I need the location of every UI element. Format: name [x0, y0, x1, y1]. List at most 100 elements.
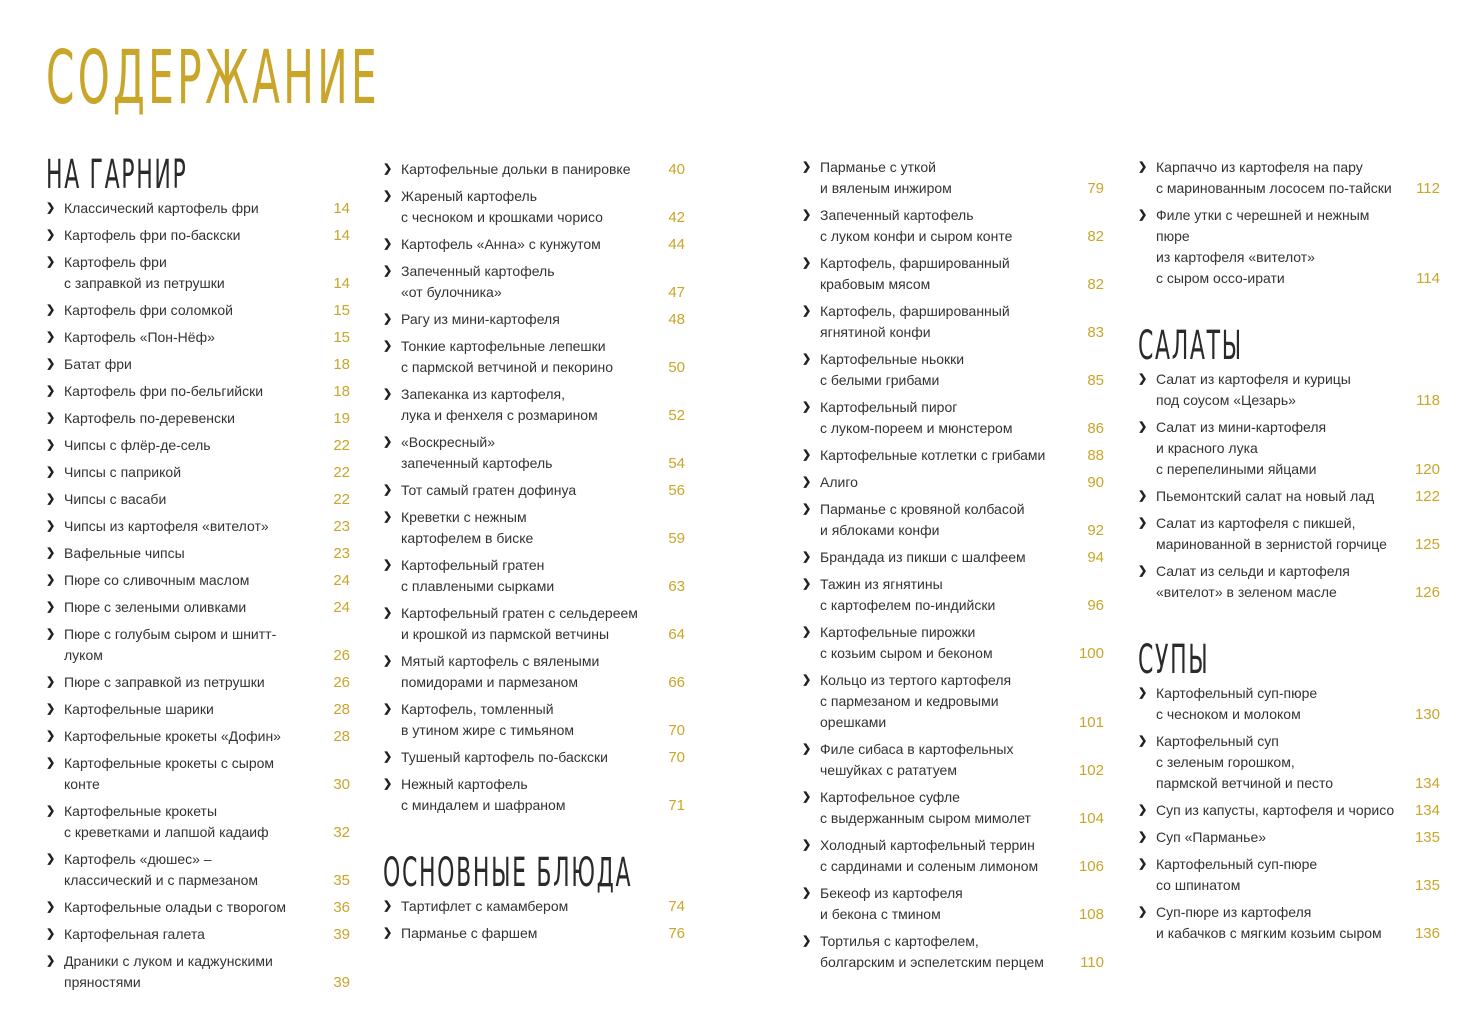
toc-entry[interactable]: ❯ Чипсы с паприкой 22: [46, 462, 350, 483]
toc-entry[interactable]: ❯ Картофельные оладьи с творогом 36: [46, 897, 350, 918]
toc-entry[interactable]: ❯ Картофельные котлетки с грибами 88: [802, 445, 1104, 466]
chevron-right-icon: ❯: [802, 257, 812, 269]
toc-entry[interactable]: ❯ Суп из капусты, картофеля и чорисо 134: [1138, 800, 1440, 821]
page-number: 28: [333, 728, 350, 745]
toc-entry[interactable]: ❯ Тонкие картофельные лепешки с пармской …: [383, 336, 685, 378]
toc-entry[interactable]: ❯ Картофельный пирог с луком-пореем и мюн…: [802, 397, 1104, 439]
toc-entry[interactable]: ❯ Драники с луком и каджунскими пряностям…: [46, 951, 350, 993]
toc-entry[interactable]: ❯ Картофель, фаршированный крабовым мясом…: [802, 253, 1104, 295]
entry-title: Картофельный суп-пюре со шпинатом: [1156, 856, 1318, 893]
toc-entry[interactable]: ❯ Картофельные ньокки с белыми грибами 85: [802, 349, 1104, 391]
toc-entry[interactable]: ❯ Пюре со сливочным маслом 24: [46, 570, 350, 591]
toc-entry[interactable]: ❯ Жареный картофель с чесноком и крошками…: [383, 186, 685, 228]
toc-entry[interactable]: ❯ Салат из сельди и картофеля «вителот» в…: [1138, 561, 1440, 603]
toc-entry[interactable]: ❯ Вафельные чипсы 23: [46, 543, 350, 564]
page-number: 22: [333, 491, 350, 508]
toc-entry[interactable]: ❯ Картофельный суп с зеленым горошком, па…: [1138, 731, 1440, 794]
entry-title: Картофель фри с заправкой из петрушки: [64, 254, 225, 291]
toc-entry[interactable]: ❯ Чипсы из картофеля «вителот» 23: [46, 516, 350, 537]
toc-entry[interactable]: ❯ Парманье с фаршем 76: [383, 923, 685, 944]
toc-entry[interactable]: ❯ Суп «Парманье» 135: [1138, 827, 1440, 848]
toc-entry[interactable]: ❯ Карпаччо из картофеля на пару с маринов…: [1138, 157, 1440, 199]
toc-entry[interactable]: ❯ Тажин из ягнятины с картофелем по-индий…: [802, 574, 1104, 616]
toc-entry[interactable]: ❯ Классический картофель фри 14: [46, 198, 350, 219]
toc-entry[interactable]: ❯ Салат из картофеля с пикшей, маринованн…: [1138, 513, 1440, 555]
toc-entry[interactable]: ❯ Картофельные шарики 28: [46, 699, 350, 720]
toc-entry[interactable]: ❯ Картофельные крокеты с сыром конте 30: [46, 753, 350, 795]
entry-title: Мятый картофель с вялеными помидорами и …: [401, 653, 600, 690]
toc-entry[interactable]: ❯ Парманье с уткой и вяленым инжиром 79: [802, 157, 1104, 199]
toc-entry[interactable]: ❯ Пюре с голубым сыром и шнитт-луком 26: [46, 624, 350, 666]
chevron-right-icon: ❯: [1138, 831, 1148, 843]
toc-entry[interactable]: ❯ Картофель «дюшес» – классический и с па…: [46, 849, 350, 891]
toc-entry[interactable]: ❯ Картофель, томленный в утином жире с ти…: [383, 699, 685, 741]
toc-entry[interactable]: ❯ Филе сибаса в картофельных чешуйках с р…: [802, 739, 1104, 781]
toc-entry[interactable]: ❯ Пюре с зелеными оливками 24: [46, 597, 350, 618]
entry-title: Запеченный картофель с луком конфи и сыр…: [820, 207, 1013, 244]
toc-entry[interactable]: ❯ Картофельный гратен с плавлеными сыркам…: [383, 555, 685, 597]
toc-entry[interactable]: ❯ Картофель фри с заправкой из петрушки 14: [46, 252, 350, 294]
chevron-right-icon: ❯: [46, 628, 56, 640]
page-number: 30: [333, 776, 350, 793]
toc-entry[interactable]: ❯ Картофель по-деревенски 19: [46, 408, 350, 429]
toc-entry[interactable]: ❯ Картофельное суфле с выдержанным сыром …: [802, 787, 1104, 829]
entry-title: Картофель фри по-бельгийски: [64, 383, 264, 399]
page-number: 82: [1087, 276, 1104, 293]
toc-entry[interactable]: ❯ Картофельные крокеты с креветками и лап…: [46, 801, 350, 843]
toc-entry[interactable]: ❯ Картофельные дольки в панировке 40: [383, 159, 685, 180]
chevron-right-icon: ❯: [46, 601, 56, 613]
toc-entry[interactable]: ❯ Картофель фри соломкой 15: [46, 300, 350, 321]
chevron-right-icon: ❯: [1138, 804, 1148, 816]
toc-entry[interactable]: ❯ Запеченный картофель с луком конфи и сы…: [802, 205, 1104, 247]
toc-entry[interactable]: ❯ Рагу из мини-картофеля 48: [383, 309, 685, 330]
page-number: 82: [1087, 228, 1104, 245]
toc-entry[interactable]: ❯ Картофельные пирожки с козьим сыром и б…: [802, 622, 1104, 664]
toc-entry[interactable]: ❯ Тартифлет с камамбером 74: [383, 896, 685, 917]
toc-entry[interactable]: ❯ Тушеный картофель по-баскски 70: [383, 747, 685, 768]
toc-entry[interactable]: ❯ Картофельные крокеты «Дофин» 28: [46, 726, 350, 747]
toc-entry[interactable]: ❯ Салат из картофеля и курицы под соусом …: [1138, 369, 1440, 411]
chevron-right-icon: ❯: [46, 385, 56, 397]
toc-entry[interactable]: ❯ Мятый картофель с вялеными помидорами и…: [383, 651, 685, 693]
toc-entry[interactable]: ❯ Картофельный суп-пюре с чесноком и моло…: [1138, 683, 1440, 725]
toc-entry[interactable]: ❯ Картофель фри по-бельгийски 18: [46, 381, 350, 402]
toc-entry[interactable]: ❯ Чипсы с флёр-де-сель 22: [46, 435, 350, 456]
chevron-right-icon: ❯: [383, 559, 393, 571]
entry-title: Карпаччо из картофеля на пару с маринова…: [1156, 159, 1392, 196]
chevron-right-icon: ❯: [383, 927, 393, 939]
toc-entry[interactable]: ❯ Батат фри 18: [46, 354, 350, 375]
toc-entry[interactable]: ❯ Картофельный суп-пюре со шпинатом 135: [1138, 854, 1440, 896]
toc-entry[interactable]: ❯ Бекеоф из картофеля и бекона с тмином 10…: [802, 883, 1104, 925]
toc-entry[interactable]: ❯ Запеканка из картофеля, лука и фенхеля …: [383, 384, 685, 426]
toc-entry[interactable]: ❯ Запеченный картофель «от булочника» 47: [383, 261, 685, 303]
chevron-right-icon: ❯: [383, 484, 393, 496]
toc-entry[interactable]: ❯ Картофельный гратен с сельдереем и крош…: [383, 603, 685, 645]
toc-entry[interactable]: ❯ Суп-пюре из картофеля и кабачков с мягк…: [1138, 902, 1440, 944]
toc-entry[interactable]: ❯ Креветки с нежным картофелем в биске 59: [383, 507, 685, 549]
toc-entry[interactable]: ❯ Чипсы с васаби 22: [46, 489, 350, 510]
chevron-right-icon: ❯: [46, 412, 56, 424]
toc-entry[interactable]: ❯ Парманье с кровяной колбасой и яблоками…: [802, 499, 1104, 541]
toc-entry[interactable]: ❯ Холодный картофельный террин с сардинам…: [802, 835, 1104, 877]
toc-entry[interactable]: ❯ Пьемонтский салат на новый лад 122: [1138, 486, 1440, 507]
toc-entry[interactable]: ❯ Картофель «Анна» с кунжутом 44: [383, 234, 685, 255]
toc-entry[interactable]: ❯ Картофель фри по-баскски 14: [46, 225, 350, 246]
toc-entry[interactable]: ❯ Картофель, фаршированный ягнятиной конф…: [802, 301, 1104, 343]
toc-entry[interactable]: ❯ Тортилья с картофелем, болгарским и эсп…: [802, 931, 1104, 973]
toc-entry[interactable]: ❯ Кольцо из тертого картофеля с пармезано…: [802, 670, 1104, 733]
toc-entry[interactable]: ❯ Брандада из пикши с шалфеем 94: [802, 547, 1104, 568]
entry-title: Парманье с кровяной колбасой и яблоками …: [820, 501, 1025, 538]
toc-entry[interactable]: ❯ Салат из мини-картофеля и красного лука…: [1138, 417, 1440, 480]
chevron-right-icon: ❯: [46, 229, 56, 241]
toc-entry[interactable]: ❯ Картофель «Пон-Нёф» 15: [46, 327, 350, 348]
toc-entry[interactable]: ❯ Алиго 90: [802, 472, 1104, 493]
page-number: 22: [333, 464, 350, 481]
toc-entry[interactable]: ❯ Филе утки с черешней и нежным пюре из к…: [1138, 205, 1440, 289]
section-heading-salads: САЛАТЫ: [1138, 323, 1243, 369]
entry-title: Чипсы из картофеля «вителот»: [64, 518, 269, 534]
toc-entry[interactable]: ❯ «Воскресный» запеченный картофель 54: [383, 432, 685, 474]
toc-entry[interactable]: ❯ Пюре с заправкой из петрушки 26: [46, 672, 350, 693]
toc-entry[interactable]: ❯ Картофельная галета 39: [46, 924, 350, 945]
toc-entry[interactable]: ❯ Тот самый гратен дофинуа 56: [383, 480, 685, 501]
toc-entry[interactable]: ❯ Нежный картофель с миндалем и шафраном 7…: [383, 774, 685, 816]
